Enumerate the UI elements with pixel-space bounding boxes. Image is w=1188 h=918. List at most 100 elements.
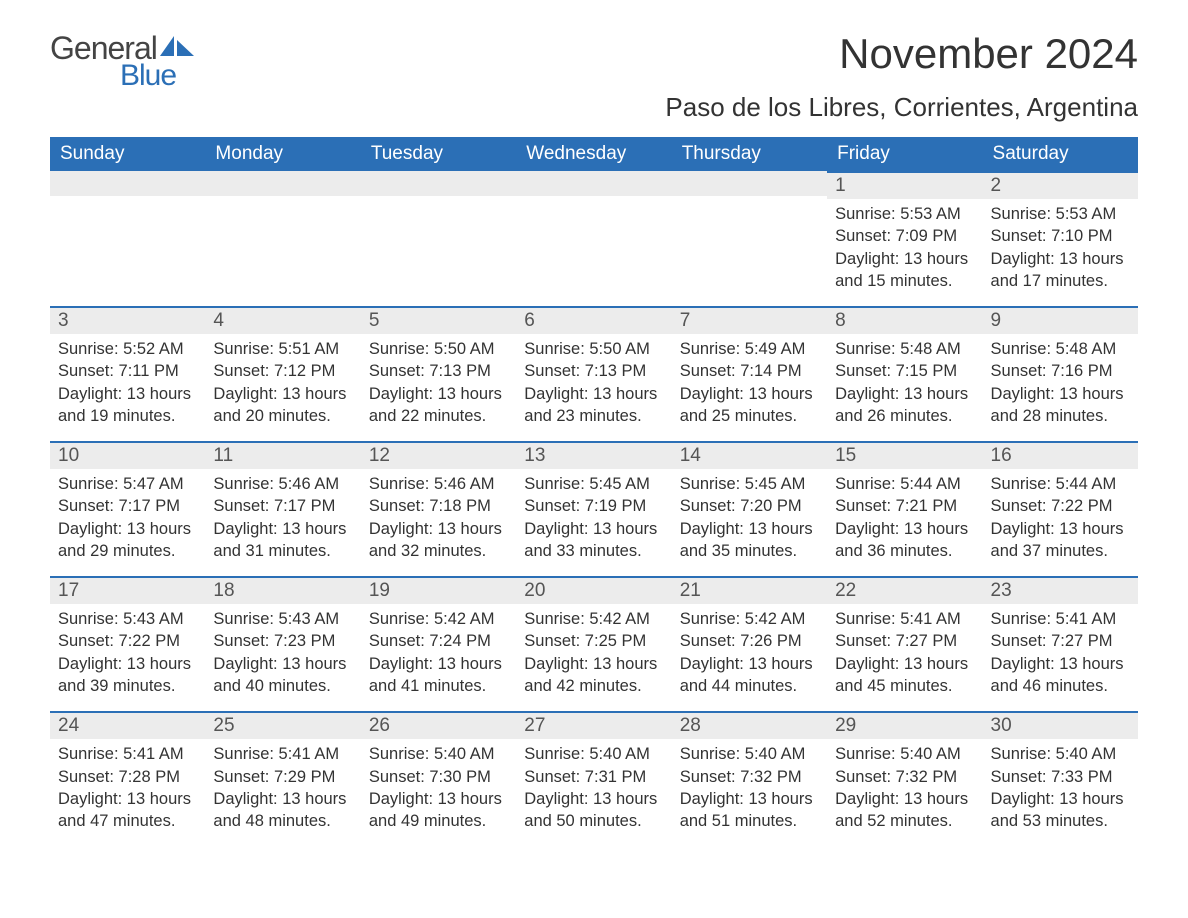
calendar-cell: 1Sunrise: 5:53 AMSunset: 7:09 PMDaylight… xyxy=(827,171,982,306)
day-dl2: and 37 minutes. xyxy=(991,540,1130,562)
calendar-table: Sunday Monday Tuesday Wednesday Thursday… xyxy=(50,137,1138,846)
day-header-tuesday: Tuesday xyxy=(361,137,516,171)
calendar-cell xyxy=(50,171,205,306)
calendar-cell: 28Sunrise: 5:40 AMSunset: 7:32 PMDayligh… xyxy=(672,711,827,846)
day-dl1: Daylight: 13 hours xyxy=(991,248,1130,270)
calendar-cell: 19Sunrise: 5:42 AMSunset: 7:24 PMDayligh… xyxy=(361,576,516,711)
day-sunrise: Sunrise: 5:42 AM xyxy=(680,608,819,630)
day-dl1: Daylight: 13 hours xyxy=(680,383,819,405)
day-dl2: and 41 minutes. xyxy=(369,675,508,697)
day-details: Sunrise: 5:43 AMSunset: 7:23 PMDaylight:… xyxy=(205,604,360,697)
day-dl1: Daylight: 13 hours xyxy=(680,518,819,540)
calendar-row: 10Sunrise: 5:47 AMSunset: 7:17 PMDayligh… xyxy=(50,441,1138,576)
day-sunrise: Sunrise: 5:50 AM xyxy=(369,338,508,360)
day-dl2: and 29 minutes. xyxy=(58,540,197,562)
day-details: Sunrise: 5:40 AMSunset: 7:32 PMDaylight:… xyxy=(827,739,982,832)
day-sunset: Sunset: 7:14 PM xyxy=(680,360,819,382)
day-sunrise: Sunrise: 5:48 AM xyxy=(991,338,1130,360)
day-dl1: Daylight: 13 hours xyxy=(369,788,508,810)
day-details: Sunrise: 5:40 AMSunset: 7:31 PMDaylight:… xyxy=(516,739,671,832)
day-dl2: and 20 minutes. xyxy=(213,405,352,427)
calendar-cell: 5Sunrise: 5:50 AMSunset: 7:13 PMDaylight… xyxy=(361,306,516,441)
day-dl2: and 31 minutes. xyxy=(213,540,352,562)
day-dl2: and 51 minutes. xyxy=(680,810,819,832)
day-number: 5 xyxy=(361,306,516,334)
day-number: 2 xyxy=(983,171,1138,199)
day-sunset: Sunset: 7:09 PM xyxy=(835,225,974,247)
day-sunset: Sunset: 7:24 PM xyxy=(369,630,508,652)
day-details: Sunrise: 5:52 AMSunset: 7:11 PMDaylight:… xyxy=(50,334,205,427)
day-details: Sunrise: 5:46 AMSunset: 7:18 PMDaylight:… xyxy=(361,469,516,562)
day-details: Sunrise: 5:50 AMSunset: 7:13 PMDaylight:… xyxy=(516,334,671,427)
day-number: 16 xyxy=(983,441,1138,469)
day-number: 13 xyxy=(516,441,671,469)
day-dl2: and 22 minutes. xyxy=(369,405,508,427)
calendar-cell xyxy=(361,171,516,306)
day-dl1: Daylight: 13 hours xyxy=(835,788,974,810)
calendar-cell: 26Sunrise: 5:40 AMSunset: 7:30 PMDayligh… xyxy=(361,711,516,846)
calendar-cell: 14Sunrise: 5:45 AMSunset: 7:20 PMDayligh… xyxy=(672,441,827,576)
day-dl1: Daylight: 13 hours xyxy=(58,653,197,675)
calendar-cell: 29Sunrise: 5:40 AMSunset: 7:32 PMDayligh… xyxy=(827,711,982,846)
day-dl2: and 49 minutes. xyxy=(369,810,508,832)
day-sunrise: Sunrise: 5:52 AM xyxy=(58,338,197,360)
day-sunset: Sunset: 7:26 PM xyxy=(680,630,819,652)
day-details: Sunrise: 5:45 AMSunset: 7:19 PMDaylight:… xyxy=(516,469,671,562)
day-details: Sunrise: 5:47 AMSunset: 7:17 PMDaylight:… xyxy=(50,469,205,562)
day-sunrise: Sunrise: 5:41 AM xyxy=(991,608,1130,630)
day-sunset: Sunset: 7:13 PM xyxy=(524,360,663,382)
day-dl1: Daylight: 13 hours xyxy=(524,383,663,405)
day-sunset: Sunset: 7:23 PM xyxy=(213,630,352,652)
day-dl2: and 23 minutes. xyxy=(524,405,663,427)
day-dl2: and 33 minutes. xyxy=(524,540,663,562)
calendar-cell: 21Sunrise: 5:42 AMSunset: 7:26 PMDayligh… xyxy=(672,576,827,711)
day-sunset: Sunset: 7:17 PM xyxy=(213,495,352,517)
day-sunrise: Sunrise: 5:42 AM xyxy=(369,608,508,630)
day-header-thursday: Thursday xyxy=(672,137,827,171)
day-number: 19 xyxy=(361,576,516,604)
day-dl2: and 15 minutes. xyxy=(835,270,974,292)
day-sunset: Sunset: 7:18 PM xyxy=(369,495,508,517)
day-sunrise: Sunrise: 5:47 AM xyxy=(58,473,197,495)
logo-text-blue: Blue xyxy=(120,59,176,93)
day-dl1: Daylight: 13 hours xyxy=(991,383,1130,405)
day-sunset: Sunset: 7:32 PM xyxy=(680,766,819,788)
day-sunrise: Sunrise: 5:50 AM xyxy=(524,338,663,360)
title-block: November 2024 Paso de los Libres, Corrie… xyxy=(665,30,1138,123)
day-sunset: Sunset: 7:17 PM xyxy=(58,495,197,517)
day-details: Sunrise: 5:50 AMSunset: 7:13 PMDaylight:… xyxy=(361,334,516,427)
day-dl1: Daylight: 13 hours xyxy=(369,518,508,540)
calendar-cell: 13Sunrise: 5:45 AMSunset: 7:19 PMDayligh… xyxy=(516,441,671,576)
day-number: 25 xyxy=(205,711,360,739)
empty-day-bar xyxy=(672,171,827,196)
day-details: Sunrise: 5:40 AMSunset: 7:32 PMDaylight:… xyxy=(672,739,827,832)
calendar-cell: 15Sunrise: 5:44 AMSunset: 7:21 PMDayligh… xyxy=(827,441,982,576)
day-sunset: Sunset: 7:25 PM xyxy=(524,630,663,652)
day-dl2: and 48 minutes. xyxy=(213,810,352,832)
day-dl1: Daylight: 13 hours xyxy=(369,383,508,405)
calendar-cell xyxy=(516,171,671,306)
day-sunset: Sunset: 7:16 PM xyxy=(991,360,1130,382)
calendar-cell: 10Sunrise: 5:47 AMSunset: 7:17 PMDayligh… xyxy=(50,441,205,576)
day-details: Sunrise: 5:44 AMSunset: 7:22 PMDaylight:… xyxy=(983,469,1138,562)
day-sunrise: Sunrise: 5:43 AM xyxy=(213,608,352,630)
day-dl1: Daylight: 13 hours xyxy=(524,788,663,810)
day-dl2: and 45 minutes. xyxy=(835,675,974,697)
day-sunset: Sunset: 7:22 PM xyxy=(991,495,1130,517)
day-dl2: and 46 minutes. xyxy=(991,675,1130,697)
calendar-cell: 17Sunrise: 5:43 AMSunset: 7:22 PMDayligh… xyxy=(50,576,205,711)
day-number: 11 xyxy=(205,441,360,469)
calendar-cell: 18Sunrise: 5:43 AMSunset: 7:23 PMDayligh… xyxy=(205,576,360,711)
day-sunrise: Sunrise: 5:41 AM xyxy=(58,743,197,765)
calendar-cell: 7Sunrise: 5:49 AMSunset: 7:14 PMDaylight… xyxy=(672,306,827,441)
day-dl1: Daylight: 13 hours xyxy=(213,653,352,675)
day-details: Sunrise: 5:42 AMSunset: 7:26 PMDaylight:… xyxy=(672,604,827,697)
calendar-header: Sunday Monday Tuesday Wednesday Thursday… xyxy=(50,137,1138,171)
day-dl2: and 42 minutes. xyxy=(524,675,663,697)
day-sunset: Sunset: 7:13 PM xyxy=(369,360,508,382)
calendar-cell: 2Sunrise: 5:53 AMSunset: 7:10 PMDaylight… xyxy=(983,171,1138,306)
day-sunset: Sunset: 7:20 PM xyxy=(680,495,819,517)
day-number: 12 xyxy=(361,441,516,469)
calendar-row: 3Sunrise: 5:52 AMSunset: 7:11 PMDaylight… xyxy=(50,306,1138,441)
day-dl1: Daylight: 13 hours xyxy=(680,788,819,810)
